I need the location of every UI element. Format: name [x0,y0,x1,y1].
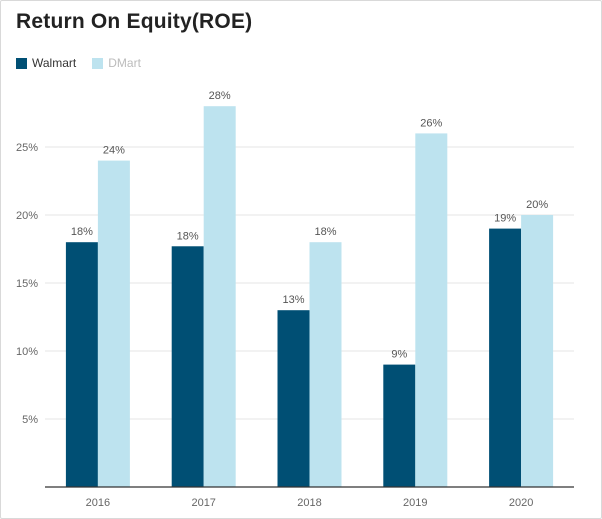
legend-label-walmart: Walmart [32,56,77,70]
y-tick-label-10: 10% [16,346,38,358]
bar-walmart-2018 [277,310,310,487]
x-tick-label-2017: 2017 [191,497,215,509]
legend-swatch-walmart [16,57,27,69]
data-label-walmart-2020: 19% [494,213,516,225]
data-label-walmart-2018: 13% [282,294,304,306]
x-tick-label-2018: 2018 [297,497,321,509]
data-label-dmart-2019: 26% [420,117,442,129]
bar-walmart-2020 [489,228,522,487]
data-label-dmart-2016: 24% [103,145,125,157]
y-tick-label-20: 20% [16,210,38,222]
x-tick-label-2016: 2016 [86,497,110,509]
bar-dmart-2019 [415,133,448,487]
legend-swatch-dmart [92,57,104,69]
y-tick-label-15: 15% [16,278,38,290]
bar-dmart-2016 [97,160,130,487]
data-label-dmart-2017: 28% [209,90,231,102]
x-tick-label-2020: 2020 [509,497,533,509]
legend-label-dmart: DMart [108,56,141,70]
bar-dmart-2017 [203,106,236,487]
data-label-walmart-2019: 9% [391,349,407,361]
data-label-walmart-2016: 18% [71,226,93,238]
bar-walmart-2016 [65,242,98,487]
bar-walmart-2019 [383,364,416,487]
data-label-walmart-2017: 18% [177,230,199,242]
legend-item-dmart[interactable]: DMart [92,56,141,70]
data-label-dmart-2018: 18% [314,226,336,238]
y-tick-label-5: 5% [22,414,38,426]
chart-title: Return On Equity(ROE) [16,10,253,33]
bar-dmart-2020 [521,215,554,487]
data-label-dmart-2020: 20% [526,199,548,211]
bar-dmart-2018 [309,242,342,487]
y-tick-label-25: 25% [16,142,38,154]
x-tick-label-2019: 2019 [403,497,427,509]
legend-item-walmart[interactable]: Walmart [16,56,76,70]
bar-walmart-2017 [171,246,204,487]
chart-legend: Walmart DMart [16,56,149,70]
